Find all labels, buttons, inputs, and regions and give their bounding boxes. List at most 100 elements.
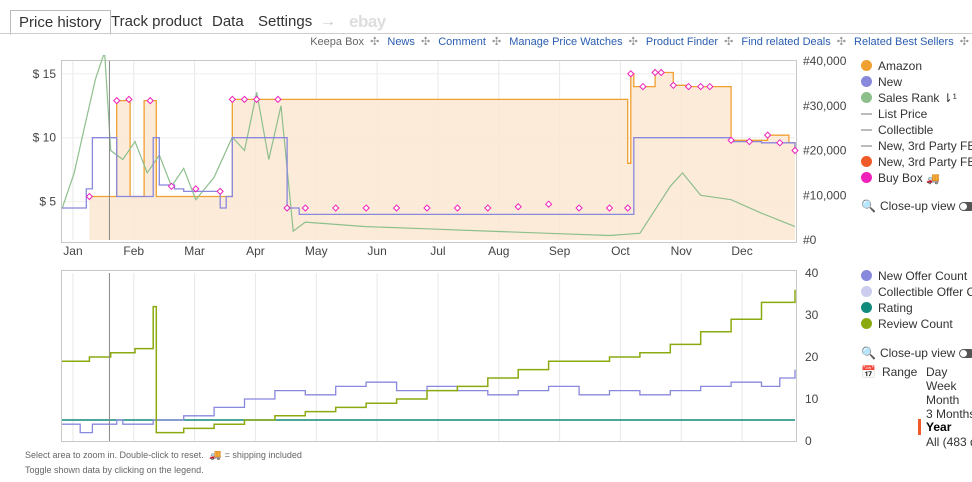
buy-box-point [392,204,401,212]
x-tick-label: Aug [488,244,509,258]
x-tick-label: Feb [123,244,144,258]
legend-buy-box-label: Buy Box [878,171,923,185]
tab-divider [0,33,972,34]
tab-track-product[interactable]: Track product [111,13,203,30]
keepa-box-link[interactable]: Keepa Box [310,36,365,48]
truck-icon: 🚚 [209,450,222,461]
y-tick-label: $ 10 [33,131,57,145]
legend-collectible-offer-count[interactable]: Collectible Offer Count [861,284,972,300]
closeup-label: Close-up view [879,346,956,360]
related-best-sellers-link[interactable]: Related Best Sellers [854,36,954,48]
x-tick-label: Jul [430,244,445,258]
legend-new[interactable]: New [861,74,902,90]
legend-sales-rank[interactable]: Sales Rank ⇂¹ [861,90,957,106]
range-all[interactable]: All (483 days) [926,435,972,449]
range-year[interactable]: Year [918,419,951,435]
toggle-switch[interactable] [959,349,972,358]
amazon-dot-icon [861,60,872,71]
new-price-line [62,137,796,216]
footnote-text-1: Select area to zoom in. Double-click to … [25,450,204,460]
x-tick-label: Mar [184,244,205,258]
legend-collectible[interactable]: Collectible [861,122,933,138]
product-finder-link[interactable]: Product Finder [645,36,719,48]
find-related-deals-link[interactable]: Find related Deals [741,36,831,48]
price-legend: Amazon New Sales Rank ⇂¹ List Price Coll… [861,58,972,218]
buy-box-point [627,70,635,78]
price-history-chart[interactable]: Jan Feb Mar Apr May Jun Jul Aug Sep Oct Nov Dec $ 5 $… [0,55,860,265]
legend-collectible-offer-label: Collectible Offer Count [878,285,972,299]
footnote-line-2: Toggle shown data by clicking on the leg… [25,465,204,475]
manage-price-watches-link[interactable]: Manage Price Watches [509,36,623,48]
calendar-icon: 📅 [861,365,876,379]
range-month[interactable]: Month [926,393,960,407]
buy-box-point [113,96,121,105]
x-tick-label: Jan [63,244,82,258]
fba-dot-icon [861,156,872,167]
new-offer-count-line [62,369,796,434]
x-tick-label: Dec [731,244,752,258]
closeup-toggle-bottom[interactable]: 🔍 Close-up view [861,345,972,361]
buy-box-point [192,185,200,193]
news-link[interactable]: News [387,36,415,48]
separator-icon: ✣ [491,36,502,48]
new-offer-dot-icon [861,270,872,281]
tab-data[interactable]: Data [212,13,244,30]
range-label-row: 📅 Range [861,364,917,380]
buy-box-point [791,146,799,155]
sort-order-icon[interactable]: ⇂¹ [942,91,957,105]
legend-rating[interactable]: Rating [861,300,913,316]
buy-box-point [362,204,370,212]
range-week[interactable]: Week [926,379,957,393]
buy-box-point [763,131,772,139]
legend-amazon[interactable]: Amazon [861,58,922,74]
buy-box-point [697,82,705,91]
collectible-line-icon [861,129,872,131]
legend-new-offer-count[interactable]: New Offer Count [861,268,967,284]
legend-list-price[interactable]: List Price [861,106,927,122]
y-right-tick-label: #20,000 [803,144,847,158]
x-tick-label: May [305,244,328,258]
y-right-tick-label: #40,000 [803,55,847,68]
review-count-line [62,289,796,434]
x-tick-label: Nov [671,244,692,258]
legend-collectible-label: Collectible [878,123,934,137]
comment-link[interactable]: Comment [438,36,486,48]
legend-new-3p-fba[interactable]: New, 3rd Party FBA [861,154,972,170]
y-right-tick-label: 20 [805,350,819,364]
buy-box-point [228,95,237,104]
buy-box-point [146,96,154,105]
legend-review-count[interactable]: Review Count [861,316,953,332]
buy-box-point [423,204,431,212]
tab-price-history[interactable]: Price history [10,10,111,35]
closeup-toggle-top[interactable]: 🔍 Close-up view [861,198,972,214]
y-right-tick-label: 0 [805,434,812,448]
sales-rank-dot-icon [861,92,872,103]
tab-settings[interactable]: Settings [258,13,313,30]
x-tick-label: Jun [367,244,386,258]
separator-icon: ✣ [836,36,846,48]
buy-box-point [776,139,784,147]
y-right-tick-label: #0 [803,233,817,247]
legend-new-3p-fbm-label: New, 3rd Party FBM [878,139,972,153]
review-dot-icon [861,318,872,329]
separator-icon: ✣ [420,36,431,48]
buy-box-point [575,204,583,212]
footnote-line-1: Select area to zoom in. Double-click to … [25,450,302,461]
range-3-months[interactable]: 3 Months [926,407,972,421]
legend-buy-box[interactable]: Buy Box 🚚 [861,170,940,186]
buy-box-point [216,187,224,196]
legend-new-label: New [878,75,903,89]
buy-box-point [514,203,522,211]
legend-new-3p-fba-label: New, 3rd Party FBA [878,155,972,169]
buy-box-point [624,204,632,212]
offers-chart-panel[interactable] [61,270,797,442]
range-day[interactable]: Day [926,365,948,379]
legend-new-3p-fbm[interactable]: New, 3rd Party FBM [861,138,972,154]
buy-box-point [669,81,678,90]
buy-box-point [544,200,553,208]
buy-box-point [167,182,176,191]
toggle-switch[interactable] [959,202,972,211]
offer-count-chart[interactable]: 0 10 20 30 40 [0,265,860,450]
ebay-logo[interactable]: ebay [349,12,386,31]
buy-box-point [684,82,693,91]
